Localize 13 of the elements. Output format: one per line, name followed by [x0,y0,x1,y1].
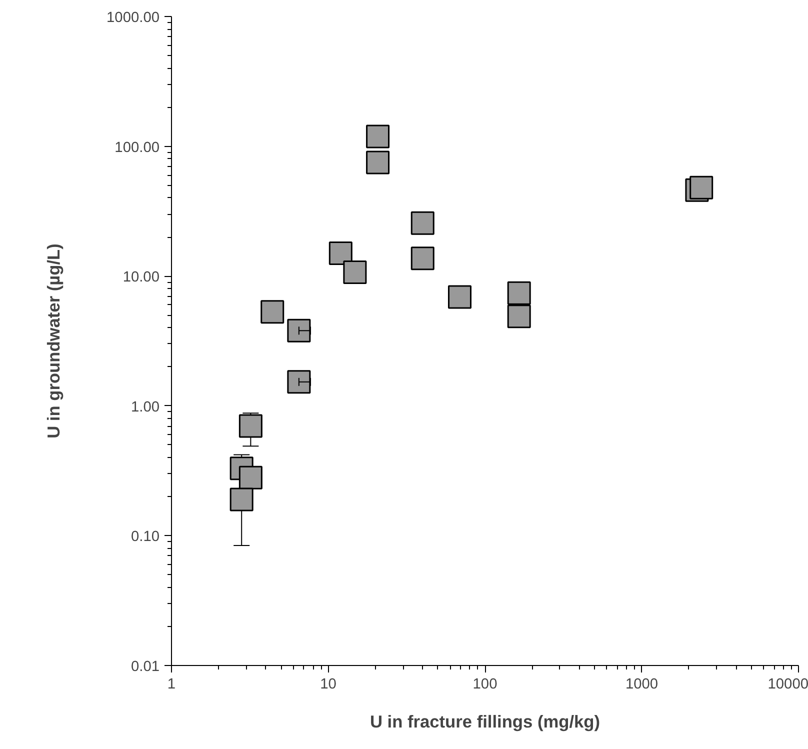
y-tick-label: 1.00 [130,399,160,416]
x-tick-label: 1000 [625,676,658,692]
x-tick-label: 100 [472,676,498,692]
y-axis-title: U in groundwater (µg/L) [44,244,64,438]
y-tick-label: 10.00 [122,270,160,286]
x-tick-label: 10 [320,676,336,692]
x-tick-label: 1 [167,676,176,692]
y-tick-label: 1000.00 [106,10,160,26]
y-tick-label: 0.10 [130,529,160,546]
x-tick-label: 10000 [768,676,808,692]
y-tick-label: 100.00 [114,140,160,156]
x-axis-title: U in fracture fillings (mg/kg) [370,712,600,732]
y-tick-label: 0.01 [130,659,160,675]
